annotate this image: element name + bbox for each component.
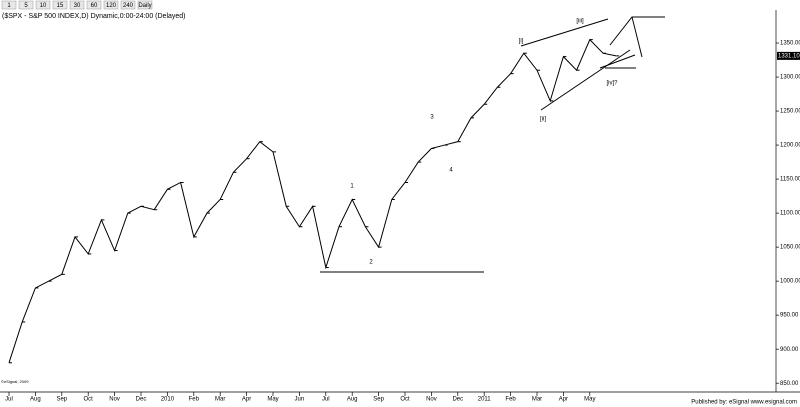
toolbar-label[interactable]: 240	[123, 3, 134, 9]
copyright: ©eSignal, 2009	[1, 379, 29, 384]
x-tick-label: Sep	[56, 397, 67, 403]
toolbar-button[interactable]	[69, 0, 85, 10]
x-tick-label: Mar	[215, 397, 225, 403]
wave-label: 2	[369, 260, 373, 266]
y-tick-label: 1250.00	[780, 109, 800, 115]
x-tick-label: Feb	[505, 397, 516, 403]
toolbar-button[interactable]	[52, 0, 68, 10]
toolbar-label[interactable]: 30	[74, 3, 81, 9]
wave-label: 1	[350, 184, 354, 190]
toolbar-button[interactable]	[18, 0, 34, 10]
x-tick-label: May	[584, 397, 595, 403]
footer: Published by: eSignal www.esignal.com	[691, 400, 797, 406]
x-tick-label: Oct	[84, 397, 94, 403]
toolbar: 1 5 10 15 30 60 120 240 Daily	[1, 0, 153, 10]
x-tick-label: Aug	[30, 397, 41, 403]
y-tick-label: 1200.00	[780, 143, 800, 149]
x-tick-label: Dec	[452, 397, 463, 403]
x-tick-label: Dec	[136, 397, 147, 403]
toolbar-label[interactable]: 120	[106, 3, 117, 9]
price-tag-label: 1331.10	[778, 53, 800, 59]
wave-label: [ii]	[540, 117, 546, 123]
y-tick-label: 1350.00	[780, 41, 800, 47]
x-tick-label: Feb	[189, 397, 200, 403]
x-tick-label: Mar	[532, 397, 542, 403]
x-tick-label: Apr	[242, 397, 251, 403]
toolbar-label[interactable]: 10	[40, 3, 47, 9]
toolbar-button[interactable]	[137, 0, 153, 10]
x-tick-label: Sep	[373, 397, 384, 403]
x-tick-label: May	[267, 397, 278, 403]
wave-label: [iii]	[576, 19, 584, 25]
toolbar-label[interactable]: 15	[57, 3, 64, 9]
y-tick-label: 1000.00	[780, 279, 800, 285]
x-tick-label: Jul	[322, 397, 330, 403]
chart-title: ($SPX - S&P 500 INDEX,D) Dynamic,0:00-24…	[2, 13, 186, 20]
x-tick-label: Oct	[400, 397, 410, 403]
x-tick-label: 2011	[478, 397, 492, 403]
y-tick-label: 1100.00	[780, 211, 800, 217]
wave-label: 4	[449, 168, 453, 174]
x-tick-label: Jun	[295, 397, 305, 403]
y-tick-label: 950.00	[780, 313, 799, 319]
wave-label: 3	[430, 115, 434, 121]
x-tick-label: Apr	[559, 397, 568, 403]
y-tick-label: 1150.00	[780, 177, 800, 183]
toolbar-label[interactable]: 5	[24, 3, 28, 9]
toolbar-label[interactable]: Daily	[138, 3, 151, 9]
y-tick-label: 1050.00	[780, 245, 800, 251]
x-tick-label: Nov	[426, 397, 437, 403]
toolbar-button[interactable]	[35, 0, 51, 10]
y-tick-label: 850.00	[780, 381, 799, 387]
wedge-bottom	[540, 49, 631, 111]
projection-down	[631, 16, 643, 58]
toolbar-button[interactable]	[120, 0, 136, 10]
wave-label: [i]	[519, 39, 524, 45]
toolbar-button[interactable]	[1, 0, 17, 10]
y-tick-label: 900.00	[780, 347, 799, 353]
toolbar-label[interactable]: 1	[7, 3, 11, 9]
y-tick-label: 1300.00	[780, 75, 800, 81]
price-tag	[777, 51, 800, 60]
toolbar-button[interactable]	[103, 0, 119, 10]
x-tick-label: 2010	[161, 397, 175, 403]
wedge-top	[520, 18, 609, 47]
x-tick-label: Nov	[109, 397, 120, 403]
x-tick-label: Aug	[347, 397, 358, 403]
toolbar-label[interactable]: 60	[91, 3, 98, 9]
wave-label: [iv]?	[606, 81, 618, 87]
trendlines	[320, 16, 665, 273]
x-tick-label: Jul	[5, 397, 13, 403]
wedge-line	[599, 54, 636, 69]
toolbar-button[interactable]	[86, 0, 102, 10]
